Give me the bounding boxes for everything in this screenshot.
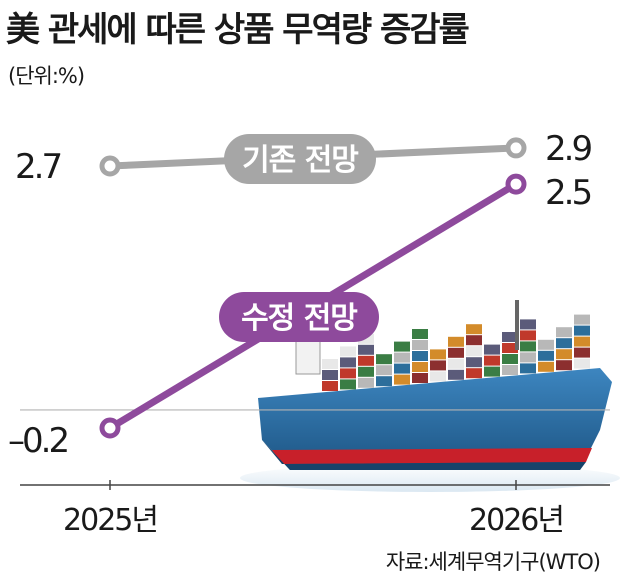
cargo-container (340, 346, 356, 357)
revised-point-2025 (99, 417, 121, 439)
cargo-container (376, 354, 392, 365)
cargo-container (412, 351, 428, 361)
unit-label: (단위:%) (8, 64, 85, 88)
cargo-container (538, 361, 554, 372)
cargo-container (466, 324, 482, 335)
cargo-container (466, 368, 482, 379)
chart-title: 美 관세에 따른 상품 무역량 증감률 (6, 10, 470, 50)
ship-hull-shadow (262, 440, 586, 470)
cargo-container (358, 344, 374, 355)
cargo-container (520, 319, 536, 330)
ship-mast (515, 300, 519, 350)
revised-series-label: 수정 전망 (241, 301, 358, 336)
revised-value-label-2025: –0.2 (8, 421, 67, 461)
cargo-container (538, 339, 554, 350)
cargo-container (556, 327, 572, 338)
cargo-container (322, 381, 338, 391)
cargo-container (520, 330, 536, 341)
cargo-container (340, 357, 356, 368)
cargo-container (448, 369, 464, 380)
cargo-container (574, 336, 590, 347)
cargo-container (340, 368, 356, 379)
cargo-container (556, 338, 572, 349)
cargo-container (412, 329, 428, 339)
container-ship-illustration (240, 300, 620, 492)
x-axis: 2025년 2026년 (20, 409, 610, 538)
ship-hull (258, 368, 612, 470)
cargo-container (556, 360, 572, 371)
baseline-value-label-2025: 2.7 (15, 147, 60, 187)
cargo-container (466, 357, 482, 368)
cargo-container (574, 347, 590, 358)
cargo-container (502, 343, 518, 353)
cargo-container (502, 365, 518, 375)
cargo-container (358, 355, 374, 366)
cargo-container (484, 344, 500, 355)
cargo-container (538, 350, 554, 361)
cargo-container (430, 349, 446, 360)
cargo-container (430, 360, 446, 371)
cargo-container (430, 371, 446, 382)
baseline-point-2025 (99, 155, 121, 177)
cargo-container (502, 354, 518, 364)
cargo-container (394, 352, 410, 363)
cargo-container (322, 359, 338, 369)
x-tick-label-2026: 2026년 (469, 503, 563, 538)
baseline-value-label-2026: 2.9 (545, 129, 591, 169)
cargo-container (412, 340, 428, 350)
revised-point-2026 (505, 173, 527, 195)
cargo-container (484, 355, 500, 366)
cargo-container (574, 358, 590, 369)
cargo-container (574, 314, 590, 325)
cargo-container (520, 341, 536, 352)
cargo-container (448, 358, 464, 369)
cargo-container (322, 370, 338, 380)
ship-containers (322, 314, 590, 391)
cargo-container (376, 376, 392, 387)
revised-series-label-pill (219, 292, 379, 342)
cargo-container (358, 377, 374, 388)
x-tick-label-2025: 2025년 (63, 503, 157, 538)
baseline-point-2026 (505, 137, 527, 159)
cargo-container (394, 341, 410, 352)
cargo-container (448, 336, 464, 347)
cargo-container (358, 366, 374, 377)
cargo-container (412, 362, 428, 372)
source-note: 자료:세계무역기구(WTO) (385, 550, 601, 574)
cargo-container (448, 347, 464, 358)
cargo-container (394, 363, 410, 374)
cargo-container (394, 374, 410, 385)
baseline-series-label-pill (224, 134, 376, 184)
cargo-container (340, 379, 356, 390)
cargo-container (484, 366, 500, 377)
ship-waterline (272, 448, 592, 464)
cargo-container (466, 335, 482, 346)
series-baseline-forecast: 기존 전망 2.7 2.9 (15, 129, 594, 187)
cargo-container (466, 346, 482, 357)
cargo-container (412, 373, 428, 383)
cargo-container (502, 332, 518, 342)
cargo-container (376, 365, 392, 376)
cargo-container (574, 325, 590, 336)
cargo-container (520, 352, 536, 363)
cargo-container (556, 349, 572, 360)
cargo-container (520, 363, 536, 374)
series-revised-forecast: 수정 전망 –0.2 2.5 (8, 173, 593, 461)
baseline-series-label: 기존 전망 (242, 143, 359, 178)
revised-value-label-2026: 2.5 (545, 173, 590, 213)
